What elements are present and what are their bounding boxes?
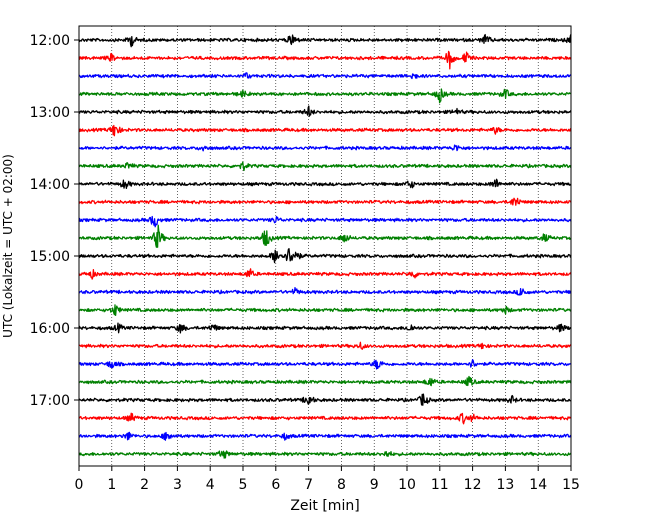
seismic-trace-1600 xyxy=(78,322,572,334)
x-tick-label: 0 xyxy=(75,477,84,493)
seismic-trace-1500 xyxy=(78,248,572,264)
seismic-trace-1200 xyxy=(78,33,572,48)
x-tick-label: 14 xyxy=(529,477,547,493)
seismic-trace-1430 xyxy=(78,215,572,228)
seismic-trace-1315 xyxy=(78,124,572,137)
y-axis-label: UTC (Lokalzeit = UTC + 02:00) xyxy=(1,154,15,338)
seismic-trace-1715 xyxy=(78,412,572,425)
x-tick-label: 10 xyxy=(398,477,416,493)
seismic-trace-1630 xyxy=(78,359,572,370)
x-tick-label: 6 xyxy=(271,477,280,493)
y-tick-label: 14:00 xyxy=(30,177,70,193)
y-tick-label: 17:00 xyxy=(30,393,70,409)
trace-layer xyxy=(78,33,572,459)
seismic-trace-1215 xyxy=(78,50,572,70)
seismic-trace-1445 xyxy=(78,224,572,248)
seismic-trace-1415 xyxy=(78,197,572,206)
x-tick-label: 13 xyxy=(496,477,514,493)
x-axis: 0 1 2 3 4 5 6 7 8 9 10 11 12 13 14 15 xyxy=(75,466,580,493)
seismic-trace-1230 xyxy=(78,72,572,80)
seismic-trace-1530 xyxy=(78,287,572,296)
x-tick-label: 5 xyxy=(239,477,248,493)
seismic-trace-1245 xyxy=(78,88,572,104)
seismic-trace-1615 xyxy=(78,341,572,350)
seismic-trace-1515 xyxy=(78,268,572,280)
seismic-trace-1645 xyxy=(78,375,572,387)
x-tick-label: 8 xyxy=(337,477,346,493)
x-tick-label: 15 xyxy=(562,477,580,493)
x-tick-label: 3 xyxy=(173,477,182,493)
seismic-trace-1330 xyxy=(78,144,572,152)
seismic-trace-1545 xyxy=(78,304,572,317)
y-tick-label: 12:00 xyxy=(30,33,70,49)
y-tick-label: 15:00 xyxy=(30,249,70,265)
x-tick-label: 9 xyxy=(370,477,379,493)
x-tick-label: 7 xyxy=(304,477,313,493)
plot-frame xyxy=(78,25,572,467)
y-axis: 12:00 13:00 14:00 15:00 16:00 17:00 xyxy=(30,33,79,409)
seismic-trace-1300 xyxy=(78,105,572,117)
x-tick-label: 12 xyxy=(464,477,482,493)
x-tick-label: 11 xyxy=(431,477,449,493)
seismic-trace-1730 xyxy=(78,431,572,441)
x-tick-label: 1 xyxy=(107,477,116,493)
seismic-trace-1745 xyxy=(78,450,572,459)
grid-layer xyxy=(111,26,539,466)
seismic-trace-1700 xyxy=(78,393,572,406)
y-tick-label: 16:00 xyxy=(30,321,70,337)
y-tick-label: 13:00 xyxy=(30,105,70,121)
seismic-trace-1400 xyxy=(78,178,572,190)
seismic-trace-1345 xyxy=(78,161,572,172)
x-tick-label: 4 xyxy=(206,477,215,493)
x-tick-label: 2 xyxy=(140,477,149,493)
x-axis-label: Zeit [min] xyxy=(290,498,359,514)
